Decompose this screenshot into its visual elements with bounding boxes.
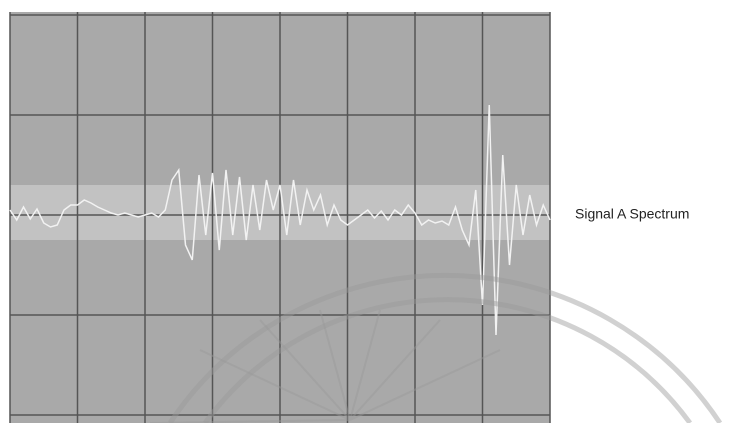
signal-label: Signal A Spectrum — [575, 206, 689, 222]
scope-screen: Signal A Spectrum — [0, 0, 748, 423]
